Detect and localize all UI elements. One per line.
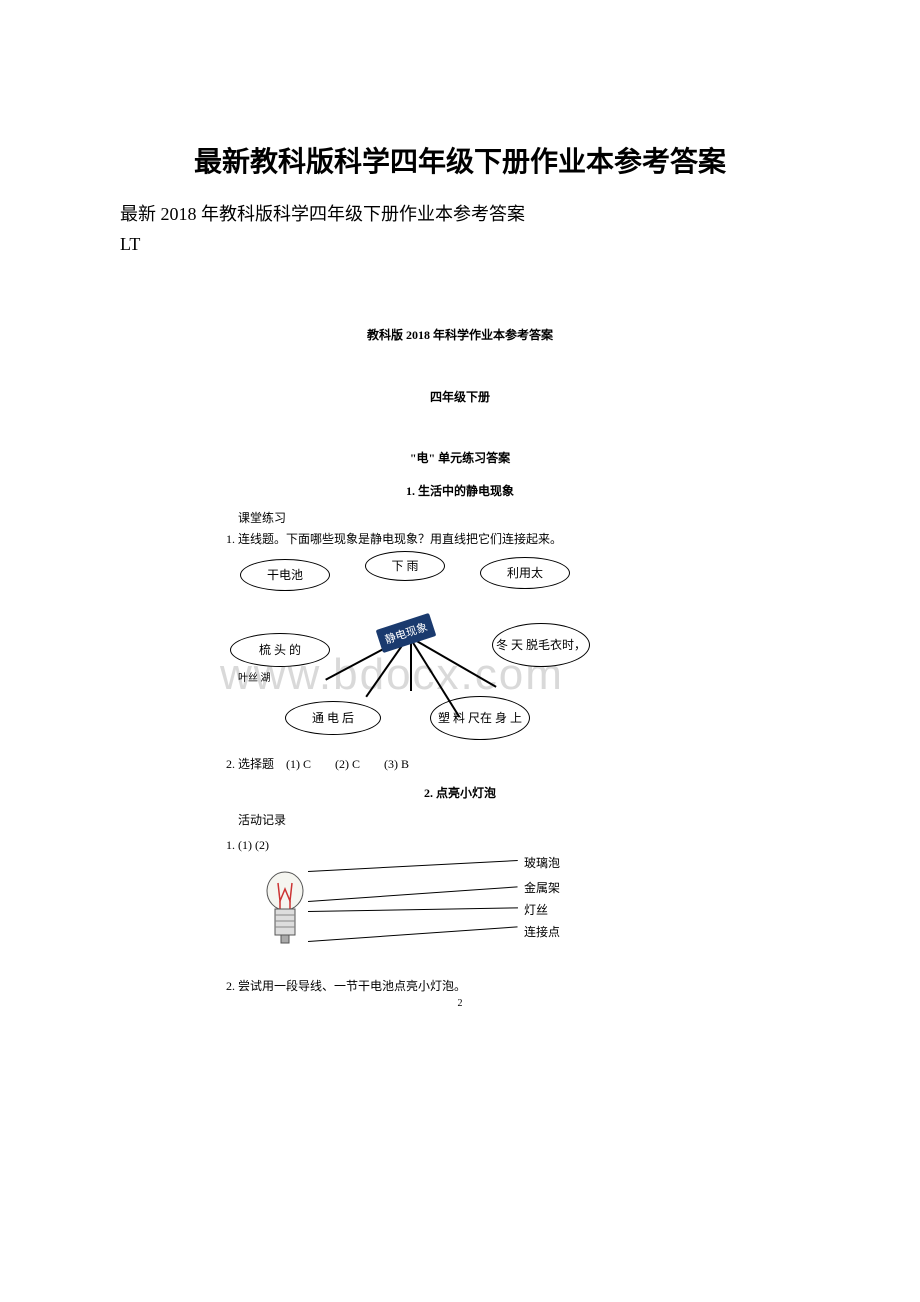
inner-header-1: 教科版 2018 年科学作业本参考答案: [210, 285, 710, 347]
node-rain-label: 下 雨: [391, 559, 418, 573]
inner-document: 教科版 2018 年科学作业本参考答案 四年级下册 "电" 单元练习答案 1. …: [210, 285, 710, 1009]
node-comb: 梳 头 的: [230, 633, 330, 667]
lightbulb-icon: [260, 871, 310, 956]
static-electricity-diagram: 干电池 下 雨 利用太 梳 头 的 叶丝 湖 冬 天 脱毛衣时， 通 电 后 塑…: [230, 551, 650, 751]
node-rain: 下 雨: [365, 551, 445, 581]
bulb-part-contact: 连接点: [524, 923, 560, 940]
bulb-part-filament: 灯丝: [524, 901, 548, 918]
node-battery: 干电池: [240, 559, 330, 591]
practice-label: 课堂练习: [210, 505, 710, 530]
activity-label: 活动记录: [210, 807, 710, 832]
node-sweater: 冬 天 脱毛衣时，: [492, 623, 590, 667]
node-comb-label: 梳 头 的: [259, 643, 301, 657]
node-power: 通 电 后: [285, 701, 381, 735]
node-ruler: 塑 料 尺在 身 上: [430, 696, 530, 740]
section-1-title: 1. 生活中的静电现象: [210, 470, 710, 505]
record-1: 1. (1) (2): [210, 832, 710, 853]
lt-text: LT: [0, 234, 920, 285]
try-instruction: 2. 尝试用一段导线、一节干电池点亮小灯泡。: [210, 973, 710, 994]
node-battery-label: 干电池: [267, 568, 303, 582]
subtitle: 最新 2018 年教科版科学四年级下册作业本参考答案: [0, 200, 920, 234]
inner-page-number: 2: [210, 994, 710, 1009]
section-2-title: 2. 点亮小灯泡: [210, 772, 710, 807]
inner-header-2: 四年级下册: [210, 347, 710, 409]
node-ruler-label: 塑 料 尺在 身 上: [438, 711, 522, 725]
bulb-part-glass: 玻璃泡: [524, 854, 560, 871]
node-sweater-label: 冬 天 脱毛衣时，: [496, 638, 586, 652]
node-sun-label: 利用太: [507, 566, 543, 580]
node-comb-sublabel: 叶丝 湖: [238, 669, 271, 684]
question-1: 1. 连线题。下面哪些现象是静电现象？用直线把它们连接起来。: [210, 530, 710, 551]
page-title: 最新教科版科学四年级下册作业本参考答案: [0, 0, 920, 200]
question-2-answers: 2. 选择题 (1) C (2) C (3) B: [210, 751, 710, 772]
inner-header-3: "电" 单元练习答案: [210, 408, 710, 470]
node-power-label: 通 电 后: [312, 711, 354, 725]
bulb-part-frame: 金属架: [524, 879, 560, 896]
bulb-diagram: 玻璃泡 金属架 灯丝 连接点: [230, 853, 650, 973]
node-sun: 利用太: [480, 557, 570, 589]
